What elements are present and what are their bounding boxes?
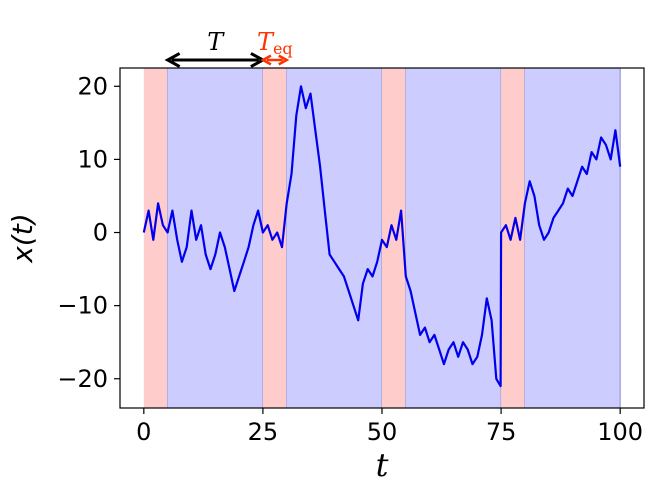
- annotations: T Teq: [164, 28, 293, 68]
- shaded-region-period: [524, 68, 621, 408]
- shaded-region-equilibration: [143, 68, 168, 408]
- annotation-label-teq: Teq: [257, 28, 293, 58]
- x-tick-label: 0: [136, 418, 151, 446]
- x-axis-label: t: [376, 446, 389, 484]
- x-tick-label: 100: [597, 418, 643, 446]
- x-tick-label: 75: [486, 418, 517, 446]
- x-tick-label: 50: [367, 418, 398, 446]
- shaded-region-equilibration: [501, 68, 525, 408]
- x-tick-label: 25: [248, 418, 279, 446]
- shaded-region-equilibration: [382, 68, 406, 408]
- y-tick-label: 10: [77, 145, 108, 173]
- series-line: [142, 85, 622, 388]
- shaded-regions: [143, 68, 621, 408]
- x-ticks: 0 25 50 75 100: [136, 408, 643, 446]
- y-ticks: −20 −10 0 10 20: [57, 72, 120, 393]
- annotation-arrowhead-left: [164, 52, 181, 68]
- shaded-region-period: [167, 68, 263, 408]
- plot-area: [142, 85, 622, 388]
- annotation-arrowhead-right: [278, 54, 290, 66]
- shaded-region-period: [405, 68, 502, 408]
- y-axis-label: x(t): [6, 213, 39, 263]
- annotation-label-t: T: [207, 28, 225, 56]
- y-tick-label: 20: [77, 72, 108, 100]
- y-tick-label: 0: [93, 219, 108, 247]
- shaded-region-period: [286, 68, 382, 408]
- y-tick-label: −10: [57, 292, 108, 320]
- y-tick-label: −20: [57, 365, 108, 393]
- annotation-arrowhead-left: [260, 54, 272, 66]
